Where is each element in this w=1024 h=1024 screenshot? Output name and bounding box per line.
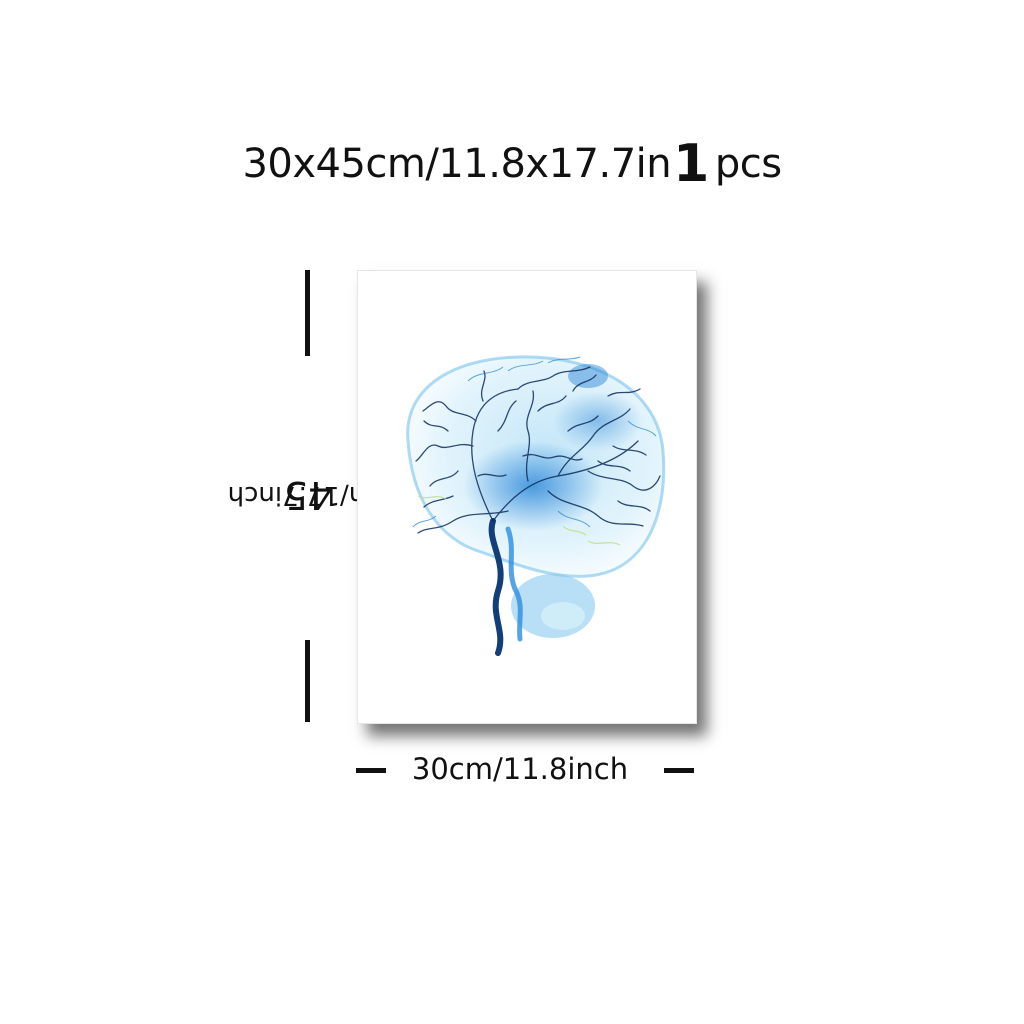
width-label: 30cm/11.8inch — [411, 752, 629, 786]
poster-canvas — [357, 270, 697, 724]
quantity-unit: pcs — [714, 141, 782, 187]
width-dimension-bar-left — [356, 768, 386, 773]
height-dimension-bar-top — [305, 270, 310, 356]
size-text: 30x45cm/11.8x17.7in — [242, 141, 672, 187]
height-dimension-bar-bottom — [305, 640, 310, 722]
size-headline: 30x45cm/11.8x17.7in1 pcs — [0, 136, 1024, 192]
quantity-number: 1 — [673, 134, 709, 194]
width-dimension-bar-right — [664, 768, 694, 773]
brain-artwork — [406, 355, 666, 656]
